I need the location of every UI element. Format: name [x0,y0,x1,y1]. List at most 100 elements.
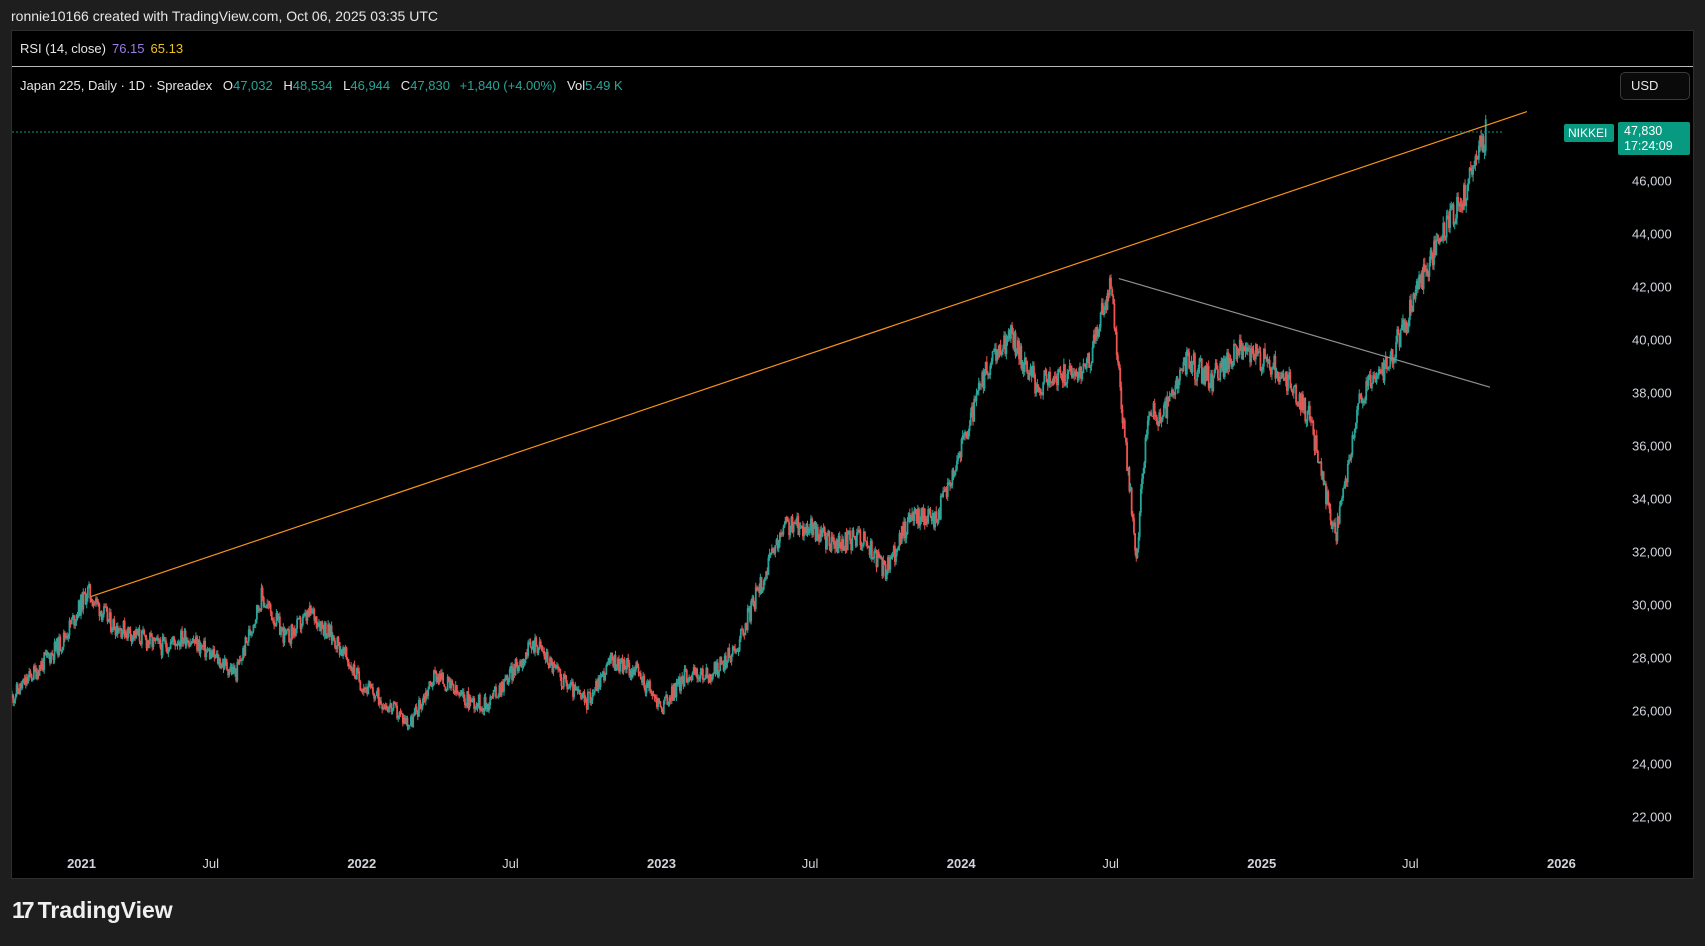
candle-body [1176,377,1179,389]
candle-body [93,602,96,604]
candle-body [1171,389,1173,396]
candle-body [185,639,188,646]
candle-body [451,680,454,684]
candle-body [718,671,720,677]
candle-body [560,677,563,687]
candle-body [1212,375,1215,391]
candle-body [1158,412,1161,427]
candle-body [753,602,756,610]
candle-body [811,518,813,535]
candle-body [343,647,346,654]
candle-body [205,650,208,658]
candle-body [21,683,24,689]
candle-body [652,694,655,697]
chart-frame[interactable]: RSI (14, close) 76.15 65.13 Japan 225, Dai… [11,30,1694,879]
candle-body [273,620,275,626]
candle-body [476,703,479,708]
candle-body [833,537,835,545]
candle-body [793,522,796,524]
candle-body [1289,372,1292,389]
candle-body [1226,352,1228,372]
candle-body [624,667,627,670]
candle-body [222,662,225,669]
candle-body [162,636,165,641]
candle-body [72,615,74,619]
candle-body [1344,478,1347,485]
candle-body [564,674,566,676]
tradingview-logo[interactable]: 17 TradingView [12,897,173,924]
candle-body [1251,348,1254,351]
candle-body [300,624,303,630]
candle-body [38,665,41,676]
candle-body [1408,299,1411,320]
candle-body [685,670,688,683]
currency-button[interactable]: USD [1620,72,1690,100]
trendline-orange-rising[interactable] [90,111,1528,598]
candle-body [680,680,682,691]
candle-body [642,675,645,683]
candle-body [1352,435,1355,438]
candle-body [1141,478,1143,489]
candle-body [1087,353,1089,359]
candle-body [884,564,887,580]
candle-body [922,508,925,522]
candle-body [1337,517,1340,524]
candle-body [1307,405,1310,411]
candle-body [1468,167,1471,179]
candle-body [1050,381,1053,383]
candle-body [1396,329,1399,343]
candle-body [573,684,576,697]
candle-body [468,697,471,709]
price-chart[interactable]: 22,000 24,000 26,000 28,000 30,000 32,000 34,0… [12,31,1695,880]
symbol-name[interactable]: Japan 225, Daily · 1D · Spreadex [20,78,213,93]
candle-body [104,606,107,608]
candle-body [1131,514,1134,519]
candle-body [260,587,263,611]
candle-body [856,532,858,547]
candle-body [704,677,707,680]
candle-body [800,525,803,528]
candle-body [59,636,62,651]
candle-body [191,638,194,644]
candle-body [553,663,556,665]
candle-body [712,672,715,677]
candle-body [1068,365,1071,372]
candle-body [845,532,848,551]
candle-body [967,431,970,440]
candle-body [782,527,785,535]
candle-body [545,651,548,660]
candle-body [407,725,410,727]
candle-body [961,435,964,440]
candle-body [22,678,25,684]
nikkei-tag-label: NIKKEI [1568,126,1607,140]
candle-body [1114,328,1117,332]
candle-body [688,677,690,682]
candle-body [136,629,139,636]
candle-body [391,708,394,712]
candle-body [1308,405,1311,420]
trendline-grey-falling[interactable] [1118,277,1491,388]
candle-body [1066,373,1069,384]
candle-body [372,687,374,694]
candle-body [1007,330,1010,336]
candle-body [877,551,880,558]
candle-body [1192,353,1195,365]
candle-body [721,663,724,665]
rsi-pane[interactable]: RSI (14, close) 76.15 65.13 [12,31,1693,67]
candle-body [614,655,617,671]
candle-body [435,671,438,682]
candle-body [1472,166,1474,175]
candle-body [1197,368,1200,372]
candle-body [881,557,884,577]
candle-body [498,685,501,696]
candle-body [178,642,181,647]
candle-body [1198,358,1201,369]
candle-body [830,536,833,551]
candle-body [32,666,35,680]
candle-body [1027,372,1030,380]
candle-body [741,628,743,630]
candle-body [423,696,426,701]
price-tick-2: 26,000 [1632,704,1672,719]
candle-body [145,637,148,649]
candle-body [590,699,593,703]
